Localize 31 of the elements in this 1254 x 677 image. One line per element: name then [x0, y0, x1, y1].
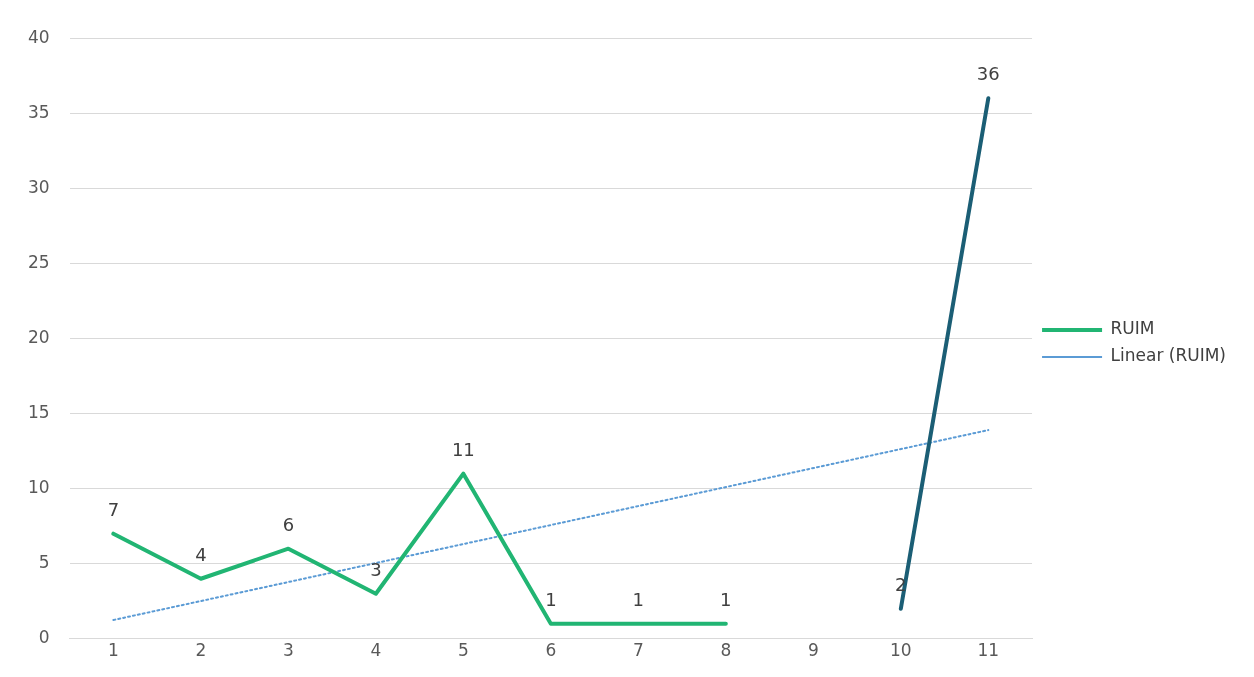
y-tick-label: 0	[38, 627, 50, 648]
data-label: 4	[195, 543, 207, 565]
data-label: 3	[370, 558, 382, 580]
y-tick-label: 40	[27, 26, 50, 47]
data-label: 6	[282, 513, 295, 535]
x-tick-label: 6	[545, 640, 557, 661]
data-label: 1	[632, 588, 645, 610]
x-tick-label: 5	[457, 640, 469, 661]
data-label: 36	[976, 63, 1000, 85]
x-tick-label: 3	[282, 640, 294, 661]
x-tick-label: 2	[195, 640, 207, 661]
data-label: 1	[720, 588, 732, 610]
x-tick-label: 7	[632, 640, 644, 661]
y-tick-label: 25	[27, 251, 50, 272]
y-tick-label: 30	[27, 176, 50, 197]
y-tick-label: 15	[27, 402, 50, 422]
x-tick-label: 9	[807, 640, 819, 661]
legend-label: RUIM	[1110, 318, 1155, 339]
x-tick-label: 11	[977, 640, 1000, 661]
x-tick-label: 4	[370, 640, 382, 661]
data-label: 7	[107, 498, 120, 520]
y-tick-label: 35	[27, 101, 50, 122]
y-tick-label: 10	[27, 477, 50, 498]
data-label: 1	[545, 588, 557, 610]
data-label: 11	[451, 438, 475, 460]
x-tick-label: 10	[890, 640, 912, 661]
x-tick-label: 8	[720, 640, 732, 661]
y-tick-label: 5	[38, 552, 50, 573]
legend-label: Linear (RUIM)	[1110, 345, 1227, 366]
x-tick-label: 1	[107, 640, 119, 661]
y-tick-label: 20	[27, 326, 50, 347]
